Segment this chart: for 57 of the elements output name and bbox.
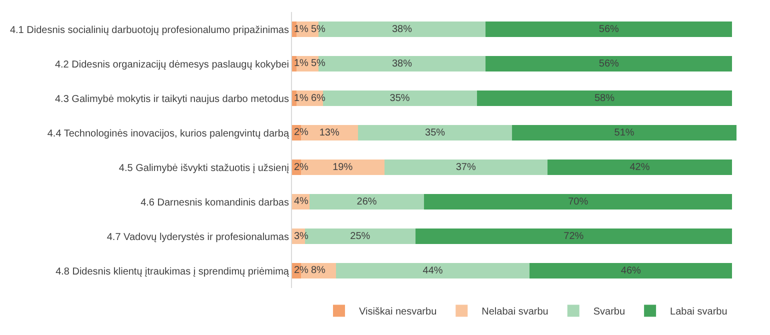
bar — [547, 159, 732, 176]
bar — [486, 56, 732, 72]
bar — [476, 90, 732, 106]
bar — [292, 90, 296, 106]
y-tick-label: 4.6 Darnesnis komandinis darbas — [140, 197, 289, 208]
data-label: 38% — [392, 24, 412, 35]
bar — [486, 21, 732, 38]
data-label: 1% — [294, 24, 309, 35]
data-label: 3% — [294, 231, 309, 242]
y-tick-label: 4.1 Didesnis socialinių darbuotojų profesionalumo pripažinimas — [10, 24, 289, 36]
y-tick-label: 4.2 Didesnis organizacijų dėmesys paslaugų kokybei — [54, 59, 289, 70]
bar — [530, 262, 732, 279]
y-tick-label: 4.8 Didesnis klientų įtraukimas į sprendimų priėmimą — [56, 266, 290, 278]
y-tick-label: 4.5 Galimybė išvykti stažuotis į užsienį — [118, 162, 289, 174]
y-tick-label: 4.4 Technologinės inovacijos, kurios palengvintų darbą — [47, 128, 290, 140]
data-label: 46% — [620, 265, 642, 276]
legend-label: Svarbu — [593, 306, 626, 318]
data-label: 1% — [294, 58, 309, 69]
bar — [310, 194, 424, 210]
bar — [415, 228, 732, 244]
data-label: 51% — [614, 127, 634, 138]
data-label: 2% — [294, 162, 309, 173]
legend-label: Labai svarbu — [670, 306, 728, 318]
data-label: 56% — [598, 24, 620, 35]
y-tick-label: 4.7 Vadovų lyderystės ir profesionalumas — [106, 232, 289, 243]
data-label: 5% — [311, 24, 326, 35]
data-label: 44% — [422, 265, 443, 276]
bar — [292, 56, 296, 72]
data-label: 1% — [294, 93, 309, 104]
data-label: 72% — [564, 230, 584, 242]
data-label: 6% — [311, 93, 326, 104]
data-label: 38% — [392, 58, 412, 70]
legend-label: Nelabai svarbu — [482, 306, 548, 318]
data-label: 5% — [311, 58, 326, 69]
data-label: 8% — [311, 265, 326, 276]
data-label: 2% — [294, 265, 309, 276]
bar — [358, 124, 512, 141]
data-label: 37% — [456, 162, 476, 173]
y-tick-label: 4.3 Galimybė mokytis ir taikyti naujus darbo metodus — [55, 94, 289, 105]
data-label: 26% — [356, 196, 377, 208]
bar — [336, 262, 530, 279]
data-label: 58% — [594, 92, 615, 104]
data-label: 4% — [294, 196, 309, 207]
data-label: 19% — [332, 162, 353, 173]
data-label: 35% — [425, 127, 446, 138]
bar — [424, 194, 732, 210]
data-label: 70% — [568, 196, 588, 208]
data-label: 56% — [598, 58, 620, 70]
bar — [384, 159, 548, 176]
data-label: 13% — [319, 127, 340, 138]
legend-label: Visiškai nesvarbu — [359, 306, 437, 318]
bar — [292, 21, 296, 38]
data-label: 25% — [350, 230, 370, 242]
data-label: 35% — [390, 92, 410, 104]
data-label: 42% — [630, 162, 650, 173]
data-label: 2% — [294, 127, 309, 138]
bar — [512, 124, 737, 141]
